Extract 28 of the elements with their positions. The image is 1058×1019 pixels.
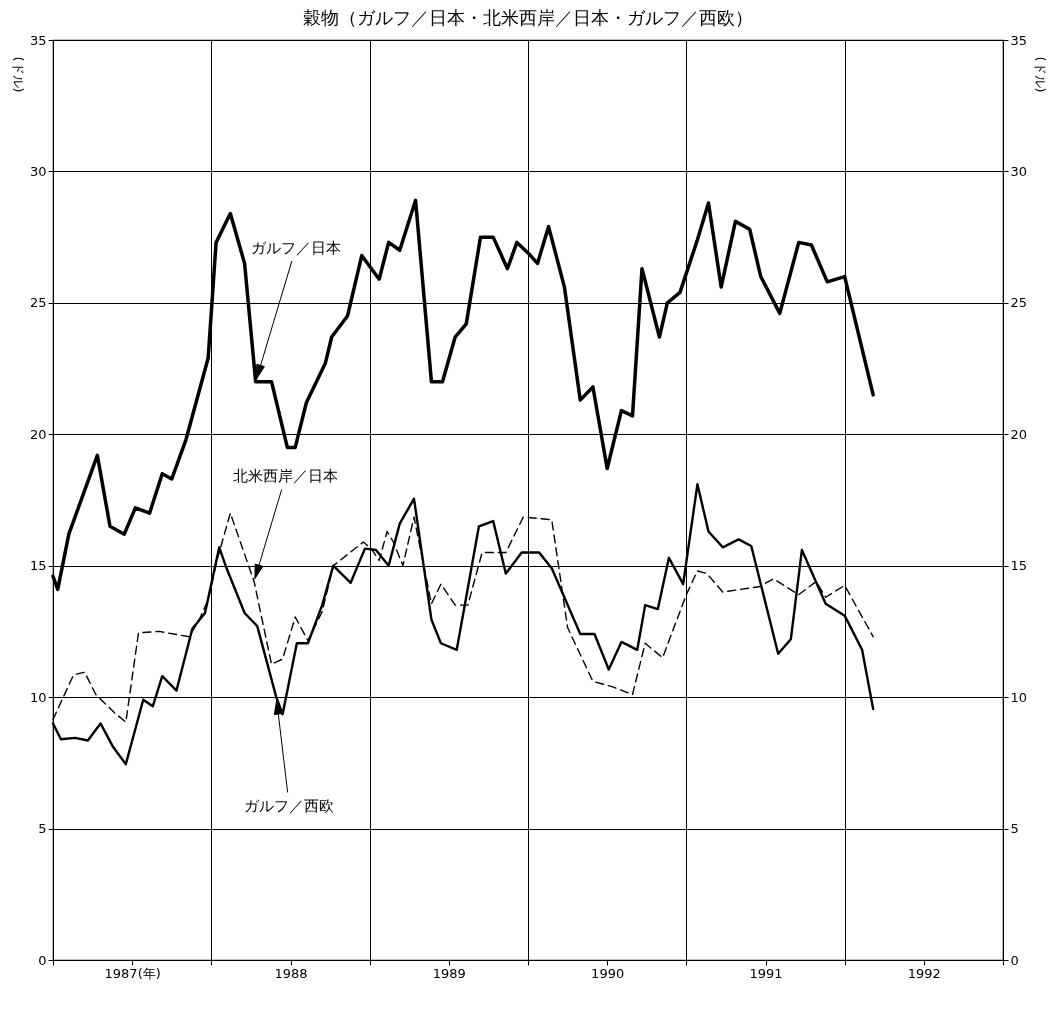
x-tick-label: 1988 (274, 965, 308, 981)
annotation: 北米西岸／日本 (233, 467, 339, 486)
annotation: ガルフ／西欧 (244, 797, 335, 816)
y2-tick-label: 10 (1010, 689, 1028, 705)
annotation: ガルフ／日本 (250, 238, 341, 257)
x-tick-label: 1990 (591, 965, 625, 981)
y2-tick-label: 30 (1010, 163, 1028, 179)
y-tick-label: 20 (29, 426, 47, 442)
y2-tick-label: 25 (1010, 295, 1028, 311)
y-tick-label: 5 (38, 821, 47, 837)
y-tick-label: 25 (29, 295, 47, 311)
x-tick-label: 1989 (432, 965, 466, 981)
y2-tick-label: 20 (1010, 426, 1028, 442)
x-tick-label: 1987(年) (104, 965, 161, 981)
y-tick-label: 35 (29, 32, 47, 48)
y2-tick-label: 5 (1010, 821, 1019, 837)
y2-axis-title: (ドル) (1032, 56, 1048, 93)
y2-tick-label: 35 (1010, 32, 1028, 48)
chart-title: 穀物（ガルフ／日本・北米西岸／日本・ガルフ／西欧） (303, 7, 753, 28)
y-tick-label: 15 (29, 558, 47, 574)
y-tick-label: 0 (38, 952, 47, 968)
y2-tick-label: 15 (1010, 558, 1028, 574)
y-tick-label: 30 (29, 163, 47, 179)
y-axis-title: (ドル) (10, 56, 26, 93)
x-tick-label: 1991 (749, 965, 783, 981)
y-tick-label: 10 (29, 689, 47, 705)
x-tick-label: 1992 (907, 965, 941, 981)
y2-tick-label: 0 (1010, 952, 1019, 968)
